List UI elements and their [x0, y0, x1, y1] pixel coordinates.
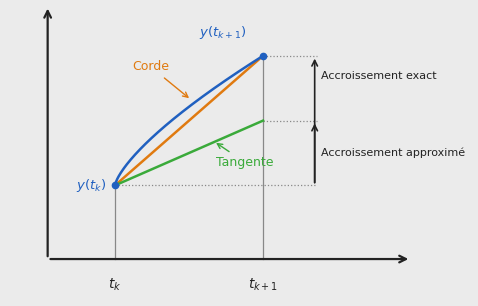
Text: $y(t_{k+1})$: $y(t_{k+1})$ [199, 24, 247, 41]
Text: $y(t_k)$: $y(t_k)$ [76, 177, 106, 194]
Text: $t_{k+1}$: $t_{k+1}$ [248, 277, 278, 293]
Text: Accroissement approximé: Accroissement approximé [321, 148, 466, 158]
Text: Corde: Corde [132, 61, 188, 97]
Text: Accroissement exact: Accroissement exact [321, 71, 437, 81]
Text: $t_k$: $t_k$ [109, 277, 122, 293]
Text: Tangente: Tangente [217, 144, 274, 169]
